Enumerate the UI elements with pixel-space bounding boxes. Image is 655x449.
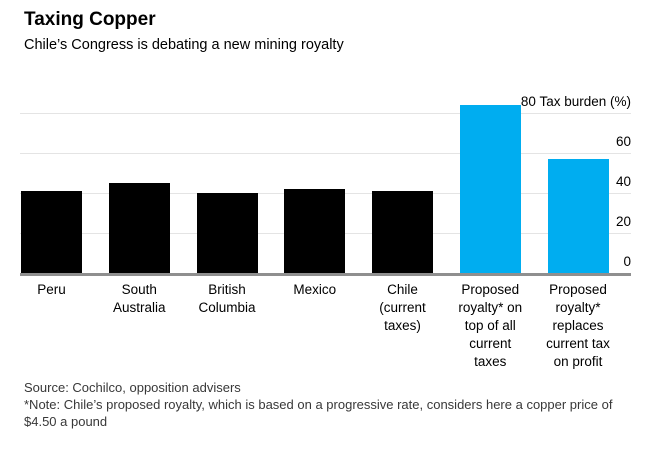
bar-proposed-royalty-on-top-of-all-current-taxes bbox=[459, 105, 521, 273]
x-label-line: on profit bbox=[553, 354, 603, 369]
gridline-80 bbox=[20, 113, 631, 114]
bar-peru bbox=[21, 191, 82, 273]
x-label-mexico: Mexico bbox=[270, 281, 360, 299]
x-label-line: Australia bbox=[112, 300, 166, 315]
x-label-line: South bbox=[121, 282, 157, 297]
x-label-line: current bbox=[469, 336, 512, 351]
x-label-line: top of all bbox=[464, 318, 516, 333]
x-label-chile-current-taxes: Chile (current taxes) bbox=[358, 281, 448, 335]
x-label-line: (current bbox=[379, 300, 426, 315]
x-label-line: Columbia bbox=[198, 300, 256, 315]
bar-chile-current-taxes bbox=[372, 191, 433, 273]
bar-mexico bbox=[284, 189, 346, 273]
x-label-line: Peru bbox=[37, 282, 66, 297]
x-label-british-columbia: British Columbia bbox=[182, 281, 272, 317]
x-label-line: Proposed bbox=[461, 282, 520, 297]
y-tick-label-60: 60 bbox=[615, 134, 631, 149]
x-label-line: Mexico bbox=[293, 282, 337, 297]
bar-proposed-royalty-replaces-current-tax-on-profit bbox=[547, 159, 609, 273]
bar-south-australia bbox=[108, 183, 170, 273]
chart-footer: Source: Cochilco, opposition advisers *N… bbox=[24, 379, 630, 430]
chart-subtitle: Chile’s Congress is debating a new minin… bbox=[24, 37, 344, 53]
x-label-proposed-royalty-on-top-of-all-current-taxes: Proposed royalty* on top of all current taxe… bbox=[445, 281, 535, 371]
y-tick-label-0: 0 bbox=[623, 254, 631, 269]
x-label-proposed-royalty-replaces-current-tax-on-profit: Proposed royalty* replaces current tax on pr… bbox=[533, 281, 623, 371]
x-label-peru: Peru bbox=[7, 281, 97, 299]
bar-british-columbia bbox=[196, 193, 258, 273]
x-label-line: Chile bbox=[387, 282, 418, 297]
x-label-south-australia: South Australia bbox=[94, 281, 184, 317]
x-label-line: taxes) bbox=[384, 318, 421, 333]
x-label-line: Proposed bbox=[549, 282, 607, 297]
x-label-line: British bbox=[208, 282, 246, 297]
source-note: Source: Cochilco, opposition advisers bbox=[24, 380, 241, 395]
y-tick-label-40: 40 bbox=[615, 174, 631, 189]
x-label-line: royalty* on bbox=[458, 300, 523, 315]
gridline-60 bbox=[20, 153, 631, 154]
x-label-line: taxes bbox=[474, 354, 507, 369]
y-tick-label-20: 20 bbox=[615, 214, 631, 229]
y-tick-label-80: 80 Tax burden (%) bbox=[520, 94, 631, 109]
bar-chart: 0 20 40 60 80 Tax burden (%) Peru South Austral… bbox=[20, 93, 631, 369]
x-label-line: royalty* bbox=[555, 300, 601, 315]
x-label-line: current tax bbox=[546, 336, 610, 351]
footnote: *Note: Chile’s proposed royalty, which i… bbox=[24, 397, 613, 429]
chart-title: Taxing Copper bbox=[24, 9, 156, 30]
x-label-line: replaces bbox=[552, 318, 604, 333]
